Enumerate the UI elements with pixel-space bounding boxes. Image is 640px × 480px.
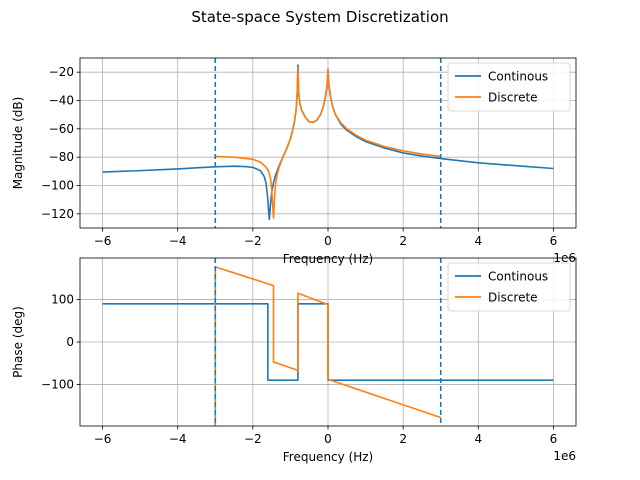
y-tick-label: −100 [41, 377, 74, 391]
legend-entry: Continous [488, 270, 548, 284]
x-tick-label: −4 [169, 234, 187, 248]
y-tick-label: 0 [66, 335, 74, 349]
x-tick-label: 2 [399, 234, 407, 248]
x-axis-label: Frequency (Hz) [283, 450, 374, 464]
y-tick-label: −60 [49, 122, 74, 136]
x-tick-label: 0 [324, 234, 332, 248]
series-line [215, 67, 441, 219]
y-tick-label: −20 [49, 65, 74, 79]
y-tick-label: −120 [41, 207, 74, 221]
legend: Continous Discrete [447, 262, 571, 312]
x-tick-label: 4 [474, 234, 482, 248]
series-line [214, 266, 441, 426]
x-tick-label: 6 [550, 234, 558, 248]
x-offset-label: 1e6 [553, 449, 576, 463]
x-tick-label: −2 [244, 432, 262, 446]
legend-entry: Discrete [488, 291, 538, 305]
y-tick-label: 100 [51, 293, 74, 307]
series-group [102, 258, 554, 426]
x-tick-label: 0 [324, 432, 332, 446]
x-tick-label: 4 [474, 432, 482, 446]
legend-entry: Discrete [488, 91, 538, 105]
legend: Continous Discrete [447, 62, 571, 112]
y-tick-label: −40 [49, 94, 74, 108]
y-tick-label: −100 [41, 179, 74, 193]
magnitude-plot: −6 −4 −2 0 2 4 6−120−100−80−60−40−20Frequency … [11, 57, 577, 266]
x-tick-label: −2 [244, 234, 262, 248]
legend-entry: Continous [488, 70, 548, 84]
x-tick-label: 2 [399, 432, 407, 446]
legend-frame [447, 62, 571, 112]
x-tick-label: −6 [94, 234, 112, 248]
x-tick-label: 6 [550, 432, 558, 446]
x-tick-label: −6 [94, 432, 112, 446]
phase-plot: −6 −4 −2 0 2 4 6 −100 0 100 Frequency (Hz) Phase (d… [11, 257, 577, 464]
y-tick-label: −80 [49, 150, 74, 164]
x-tick-label: −4 [169, 432, 187, 446]
figure-title: State-space System Discretization [191, 8, 448, 26]
y-axis-label: Magnitude (dB) [11, 97, 25, 190]
legend-frame [447, 262, 571, 312]
y-axis-label: Phase (deg) [11, 306, 25, 378]
series-group [102, 58, 554, 228]
